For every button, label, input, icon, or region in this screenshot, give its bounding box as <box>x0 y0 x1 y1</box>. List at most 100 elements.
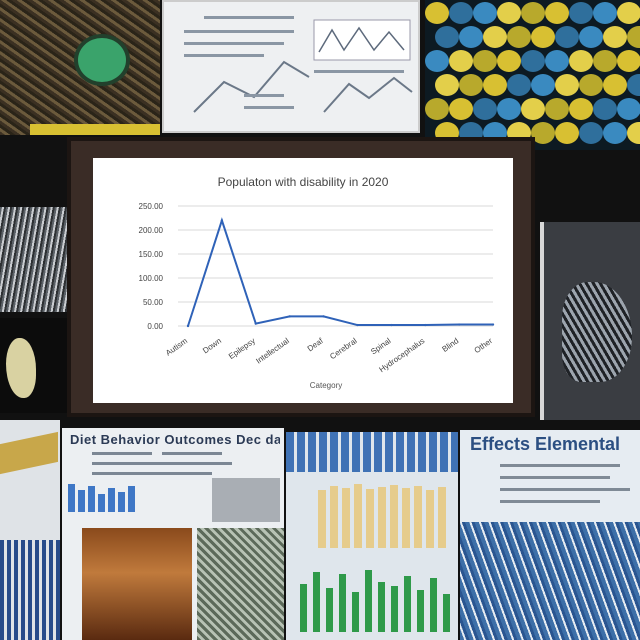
x-axis-title: Category <box>310 381 342 390</box>
bead <box>545 98 569 120</box>
bead <box>521 2 545 24</box>
bead <box>545 50 569 72</box>
bead <box>593 98 617 120</box>
thumb-bar <box>402 488 410 548</box>
data-point <box>255 322 257 324</box>
thumb-bar <box>330 486 338 548</box>
thumb-bar <box>378 487 386 548</box>
bead <box>521 50 545 72</box>
thumb-bar <box>365 570 372 632</box>
thumb-bar <box>404 576 411 632</box>
bead <box>627 74 640 96</box>
bead <box>569 98 593 120</box>
line-chart: Populaton with disability in 2020 0.00 50… <box>93 158 513 403</box>
bead <box>579 122 603 144</box>
document-thumbnail-bottom-right: Effects Elemental <box>460 430 640 640</box>
y-tick-label: 150.00 <box>139 250 164 259</box>
rust-photo-block <box>82 528 192 640</box>
document-thumbnail-bottom-left: Diet Behavior Outcomes Dec data <box>62 428 284 640</box>
x-tick-label: Intellectual <box>254 336 291 365</box>
data-point <box>288 315 290 317</box>
document-sketch <box>164 2 420 133</box>
bead <box>425 50 449 72</box>
y-tick-label: 200.00 <box>139 226 164 235</box>
thumb-bar <box>366 489 374 548</box>
bead <box>603 26 627 48</box>
thumb-bar <box>414 486 422 548</box>
thumb-bar <box>426 490 434 548</box>
thumb-bar <box>300 584 307 632</box>
bead <box>579 74 603 96</box>
thumb-bar <box>352 592 359 632</box>
thumb-bar <box>378 582 385 632</box>
document-thumbnail-top <box>162 0 420 133</box>
x-tick-label: Deaf <box>306 336 326 354</box>
newspaper-thumbnail-left <box>0 420 60 640</box>
y-tick-label: 50.00 <box>143 298 164 307</box>
bead <box>473 98 497 120</box>
green-blob <box>78 38 126 82</box>
bead <box>593 50 617 72</box>
fish-shape <box>562 282 632 382</box>
x-tick-label: Down <box>201 336 223 355</box>
bird-photo-tile <box>0 318 68 413</box>
bead <box>483 26 507 48</box>
chart-title: Populaton with disability in 2020 <box>218 175 389 189</box>
bead <box>603 122 627 144</box>
bead <box>497 50 521 72</box>
series-line <box>188 220 493 326</box>
bead <box>521 98 545 120</box>
data-point <box>187 325 189 327</box>
thumb-bar <box>313 572 320 632</box>
bead <box>627 26 640 48</box>
data-point <box>322 315 324 317</box>
x-tick-label: Blind <box>441 336 461 354</box>
data-point <box>458 323 460 325</box>
thumb-bar <box>342 488 350 548</box>
thumb-bar <box>438 487 446 548</box>
bead <box>483 74 507 96</box>
bead <box>617 98 640 120</box>
left-headline: Diet Behavior Outcomes Dec data <box>70 432 280 447</box>
y-tick-label: 0.00 <box>147 322 163 331</box>
data-point <box>356 324 358 326</box>
bead <box>593 2 617 24</box>
bead <box>555 122 579 144</box>
thumb-bar <box>354 484 362 548</box>
yellow-strip <box>30 124 160 135</box>
beads-photo-tile <box>425 0 640 150</box>
x-tick-label: Autism <box>164 336 189 358</box>
y-tick-label: 100.00 <box>139 274 164 283</box>
picture-frame: Populaton with disability in 2020 0.00 50… <box>67 137 535 417</box>
bead <box>425 98 449 120</box>
bead <box>555 74 579 96</box>
thumb-bar <box>430 578 437 632</box>
bead <box>555 26 579 48</box>
bead <box>449 2 473 24</box>
bead <box>617 2 640 24</box>
moss-photo-tile <box>0 0 160 135</box>
thumb-bar <box>391 586 398 632</box>
bead <box>531 26 555 48</box>
x-tick-label: Spinal <box>369 336 393 356</box>
data-point <box>221 219 223 221</box>
data-point <box>424 324 426 326</box>
thumb-bar <box>339 574 346 632</box>
x-tick-label: Cerebral <box>328 336 358 361</box>
bead <box>617 50 640 72</box>
data-point <box>492 323 494 325</box>
bead <box>627 122 640 144</box>
bead <box>449 50 473 72</box>
fish-photo-tile <box>540 222 640 420</box>
bead <box>531 74 555 96</box>
right-headline: Effects Elemental <box>470 434 620 455</box>
bead <box>435 74 459 96</box>
bead <box>459 26 483 48</box>
bead <box>473 50 497 72</box>
bead <box>497 2 521 24</box>
bead <box>579 26 603 48</box>
bead <box>507 26 531 48</box>
bead <box>449 98 473 120</box>
x-tick-label: Other <box>473 336 495 355</box>
bead <box>569 50 593 72</box>
